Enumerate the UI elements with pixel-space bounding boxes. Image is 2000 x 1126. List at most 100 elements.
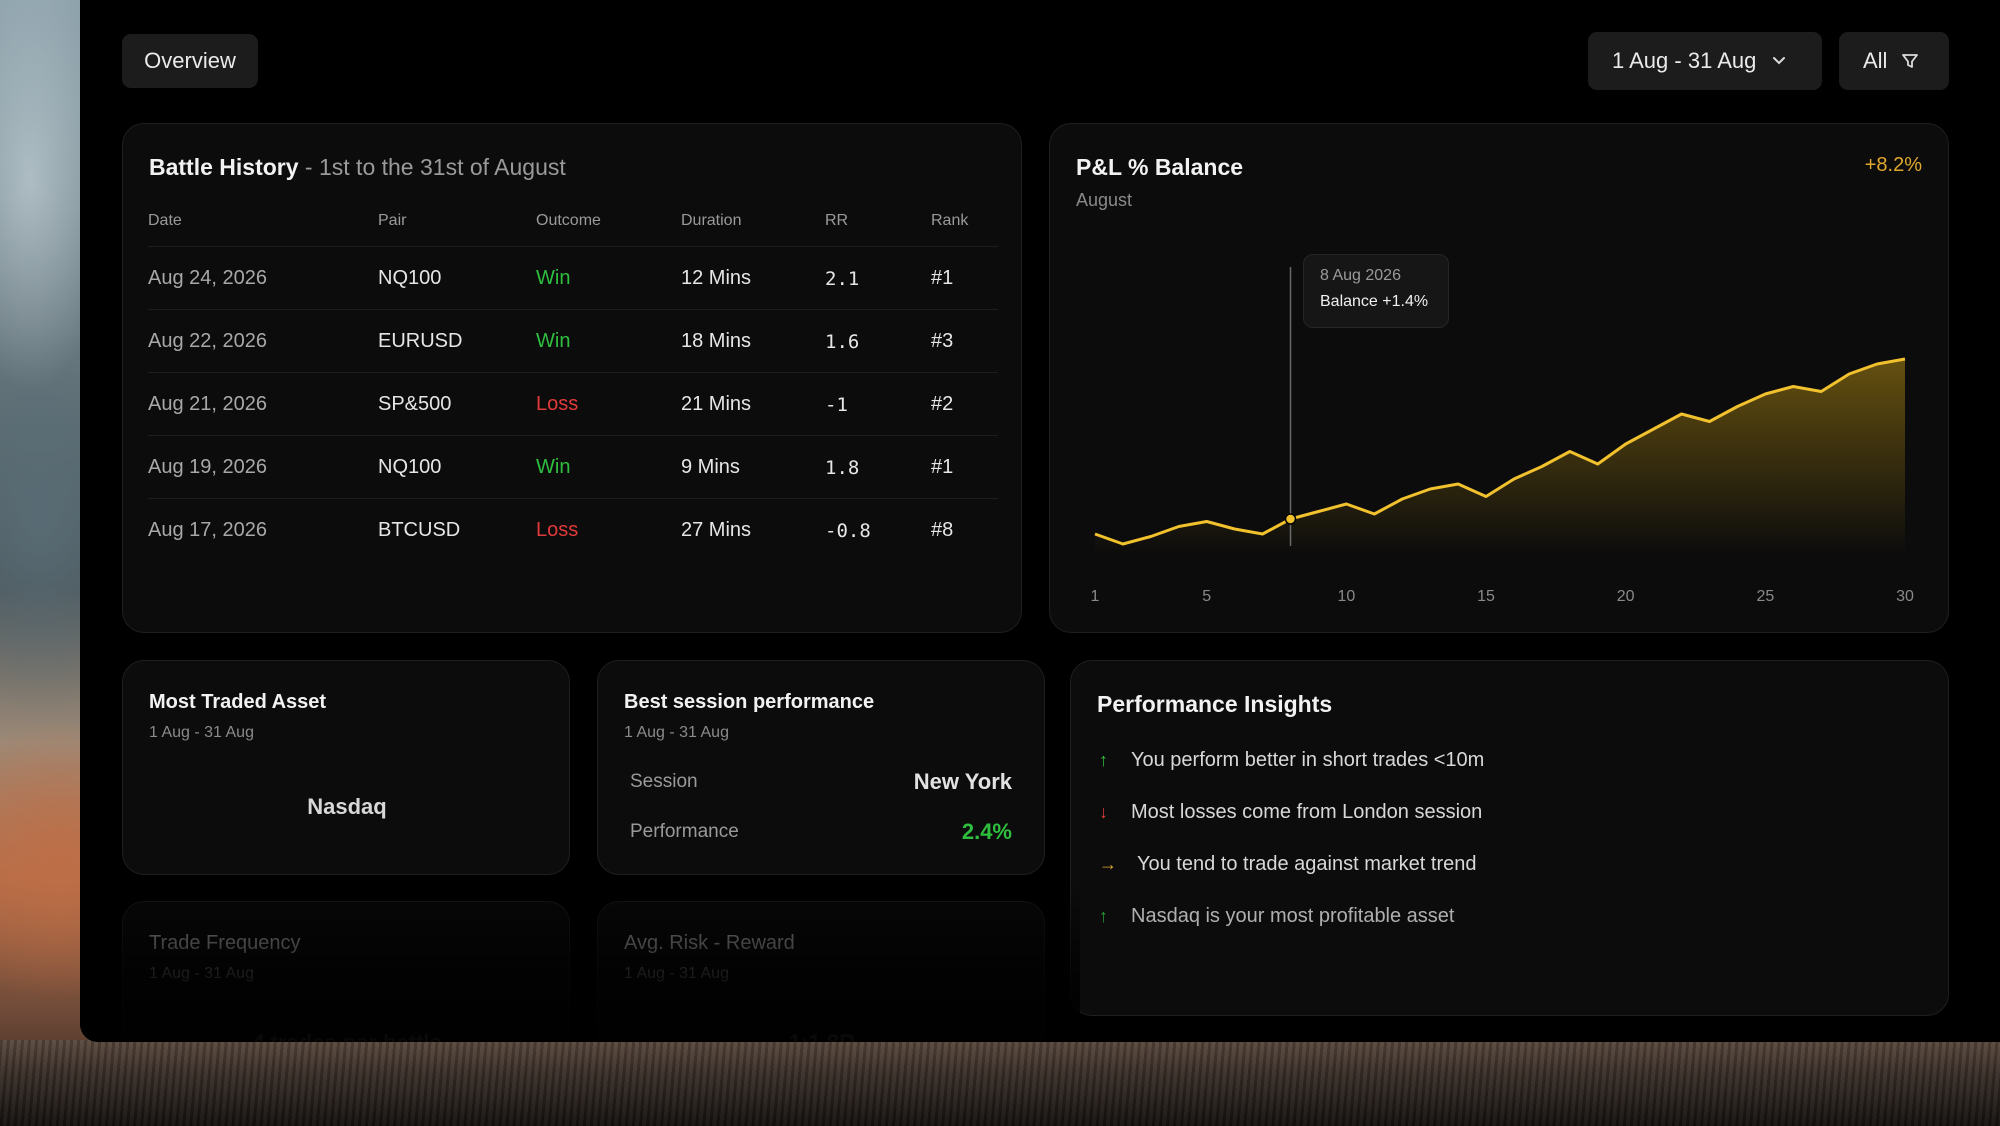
insight-text: Nasdaq is your most profitable asset <box>1131 905 1455 927</box>
row-divider <box>148 498 998 499</box>
row-date: Aug 21, 2026 <box>148 393 267 415</box>
avg-rr-value: 1:1.8R <box>598 1030 1046 1042</box>
column-header-rank: Rank <box>931 212 969 229</box>
trade-frequency-card: Trade Frequency 1 Aug - 31 Aug 4 trades … <box>122 901 570 1042</box>
date-range-label: 1 Aug - 31 Aug <box>1612 48 1757 73</box>
trade-frequency-subtitle: 1 Aug - 31 Aug <box>149 965 254 982</box>
row-rank: #3 <box>931 330 954 352</box>
tooltip-date: 8 Aug 2026 <box>1320 267 1401 284</box>
row-duration: 12 Mins <box>681 267 752 289</box>
row-duration: 21 Mins <box>681 393 752 415</box>
most-traded-subtitle: 1 Aug - 31 Aug <box>149 724 254 741</box>
row-pair: SP&500 <box>378 393 452 415</box>
session-label: Session <box>630 771 698 792</box>
x-tick-label: 5 <box>1202 588 1211 605</box>
row-duration: 18 Mins <box>681 330 752 352</box>
row-divider <box>148 246 998 247</box>
trade-frequency-value: 4 trades per battle <box>123 1030 571 1042</box>
row-rank: #8 <box>931 519 954 541</box>
pnl-chart: 1 5 10 15 20 25 30 <box>1091 267 1914 605</box>
row-rank: #1 <box>931 456 954 478</box>
insight-item: ↓ Most losses come from London session <box>1099 801 1482 824</box>
row-rr: -1 <box>825 394 848 416</box>
chart-highlight-point[interactable] <box>1284 513 1297 525</box>
row-rr: 1.8 <box>825 457 860 479</box>
background-ground <box>0 1040 2000 1126</box>
row-outcome: Loss <box>536 519 579 541</box>
row-divider <box>148 309 998 310</box>
row-pair: NQ100 <box>378 267 442 289</box>
arrow-up-icon: ↑ <box>1099 906 1108 926</box>
x-tick-label: 1 <box>1091 588 1100 605</box>
insight-item: ↑ You perform better in short trades <10… <box>1099 749 1484 772</box>
x-tick-label: 30 <box>1896 588 1914 605</box>
performance-label: Performance <box>630 821 739 842</box>
most-traded-value: Nasdaq <box>307 794 387 819</box>
chart-series-line <box>1094 357 1906 546</box>
row-divider <box>148 372 998 373</box>
x-tick-label: 15 <box>1477 588 1495 605</box>
best-session-card: Best session performance 1 Aug - 31 Aug … <box>597 660 1045 875</box>
filter-label: All <box>1863 48 1888 73</box>
avg-rr-title: Avg. Risk - Reward <box>624 932 795 954</box>
arrow-down-icon: ↓ <box>1099 802 1108 822</box>
dashboard-window: Overview 1 Aug - 31 Aug All Battle Histo… <box>80 0 2000 1042</box>
filter-icon <box>1901 52 1919 70</box>
chart-area-fill <box>1095 359 1905 554</box>
battle-history-title: Battle History <box>149 154 299 180</box>
battle-history-card: Battle History - 1st to the 31st of Augu… <box>122 123 1022 633</box>
row-outcome: Win <box>536 456 571 478</box>
row-divider <box>148 435 998 436</box>
x-tick-label: 10 <box>1337 588 1355 605</box>
trade-frequency-title: Trade Frequency <box>149 932 301 954</box>
insight-text: You perform better in short trades <10m <box>1131 749 1485 771</box>
pnl-balance-card: P&L % Balance August +8.2% 1 5 10 15 20 25 30 … <box>1049 123 1949 633</box>
most-traded-asset-card: Most Traded Asset 1 Aug - 31 Aug Nasdaq <box>122 660 570 875</box>
insight-text: Most losses come from London session <box>1131 801 1483 823</box>
column-header-pair: Pair <box>378 212 407 229</box>
row-outcome: Loss <box>536 393 579 415</box>
chart-tooltip: 8 Aug 2026 Balance +1.4% <box>1303 254 1449 328</box>
best-session-subtitle: 1 Aug - 31 Aug <box>624 724 729 741</box>
row-rank: #1 <box>931 267 954 289</box>
performance-value: 2.4% <box>961 819 1012 844</box>
chevron-down-icon <box>1772 56 1786 66</box>
row-date: Aug 19, 2026 <box>148 456 267 478</box>
insight-text: You tend to trade against market trend <box>1137 853 1477 875</box>
column-header-outcome: Outcome <box>536 212 601 229</box>
filter-button[interactable]: All <box>1839 32 1949 90</box>
row-rr: 1.6 <box>825 331 860 353</box>
row-rr: 2.1 <box>825 268 860 290</box>
row-rank: #2 <box>931 393 954 415</box>
performance-insights-card: Performance Insights ↑ You perform bette… <box>1070 660 1949 1016</box>
row-outcome: Win <box>536 330 571 352</box>
column-header-date: Date <box>148 212 182 229</box>
best-session-title: Best session performance <box>624 691 875 713</box>
row-date: Aug 22, 2026 <box>148 330 267 352</box>
row-pair: EURUSD <box>378 330 463 352</box>
row-date: Aug 17, 2026 <box>148 519 267 541</box>
arrow-right-icon: → <box>1099 854 1117 874</box>
row-duration: 27 Mins <box>681 519 752 541</box>
session-value: New York <box>913 769 1012 794</box>
tooltip-value: Balance +1.4% <box>1320 293 1429 310</box>
date-range-dropdown[interactable]: 1 Aug - 31 Aug <box>1588 32 1822 90</box>
row-duration: 9 Mins <box>681 456 740 478</box>
most-traded-title: Most Traded Asset <box>149 691 327 713</box>
overview-button[interactable]: Overview <box>122 34 258 88</box>
pnl-change: +8.2% <box>1864 154 1922 176</box>
column-header-rr: RR <box>825 212 849 229</box>
insight-item: → You tend to trade against market trend <box>1099 853 1476 876</box>
battle-history-subtitle: - 1st to the 31st of August <box>298 154 566 180</box>
x-tick-label: 20 <box>1617 588 1635 605</box>
x-tick-label: 25 <box>1756 588 1774 605</box>
row-pair: BTCUSD <box>378 519 461 541</box>
overview-label: Overview <box>144 48 236 73</box>
pnl-subtitle: August <box>1076 190 1133 210</box>
insight-item: ↑ Nasdaq is your most profitable asset <box>1099 905 1455 928</box>
column-header-duration: Duration <box>681 212 742 229</box>
pnl-title: P&L % Balance <box>1076 154 1244 180</box>
insights-title: Performance Insights <box>1097 691 1333 717</box>
row-date: Aug 24, 2026 <box>148 267 267 289</box>
row-rr: -0.8 <box>825 520 871 542</box>
